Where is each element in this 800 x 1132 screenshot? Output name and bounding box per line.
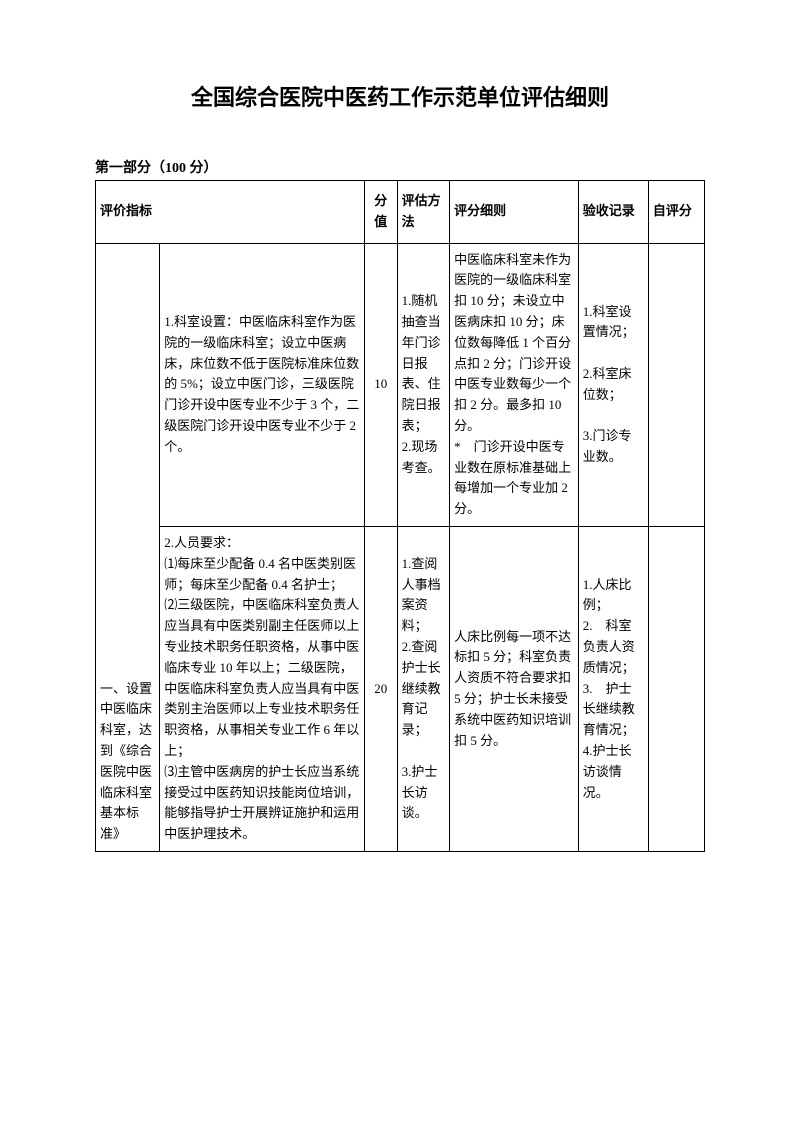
- evaluation-table: 评价指标 分值 评估方法 评分细则 验收记录 自评分 一、设置中医临床科室，达到…: [95, 180, 705, 852]
- record-cell: 1.科室设置情况； 2.科室床位数； 3.门诊专业数。: [578, 243, 648, 526]
- self-cell: [648, 526, 704, 851]
- score-cell: 20: [364, 526, 397, 851]
- method-cell: 1.查阅人事档案资料； 2.查阅护士长继续教育记录； 3.护士长访谈。: [397, 526, 450, 851]
- detail-cell: 人床比例每一项不达标扣 5 分；科室负责人资质不符合要求扣 5 分；护士长未接受…: [450, 526, 579, 851]
- header-method: 评估方法: [397, 181, 450, 244]
- page-title: 全国综合医院中医药工作示范单位评估细则: [95, 80, 705, 112]
- self-cell: [648, 243, 704, 526]
- category-cell: 一、设置中医临床科室，达到《综合医院中医临床科室基本标准》: [96, 243, 160, 851]
- header-indicator: 评价指标: [96, 181, 365, 244]
- detail-cell: 中医临床科室未作为医院的一级临床科室扣 10 分；未设立中医病床扣 10 分；床…: [450, 243, 579, 526]
- header-detail: 评分细则: [450, 181, 579, 244]
- content-cell: 1.科室设置：中医临床科室作为医院的一级临床科室；设立中医病床，床位数不低于医院…: [160, 243, 365, 526]
- header-record: 验收记录: [578, 181, 648, 244]
- table-header-row: 评价指标 分值 评估方法 评分细则 验收记录 自评分: [96, 181, 705, 244]
- content-cell: 2.人员要求： ⑴每床至少配备 0.4 名中医类别医师；每床至少配备 0.4 名…: [160, 526, 365, 851]
- section-label: 第一部分（100 分）: [95, 157, 705, 177]
- header-score: 分值: [364, 181, 397, 244]
- header-self: 自评分: [648, 181, 704, 244]
- table-row: 一、设置中医临床科室，达到《综合医院中医临床科室基本标准》 1.科室设置：中医临…: [96, 243, 705, 526]
- method-cell: 1.随机抽查当年门诊日报表、住院日报表； 2.现场考查。: [397, 243, 450, 526]
- table-row: 2.人员要求： ⑴每床至少配备 0.4 名中医类别医师；每床至少配备 0.4 名…: [96, 526, 705, 851]
- score-cell: 10: [364, 243, 397, 526]
- record-cell: 1.人床比例； 2. 科室负责人资质情况； 3. 护士长继续教育情况； 4.护士…: [578, 526, 648, 851]
